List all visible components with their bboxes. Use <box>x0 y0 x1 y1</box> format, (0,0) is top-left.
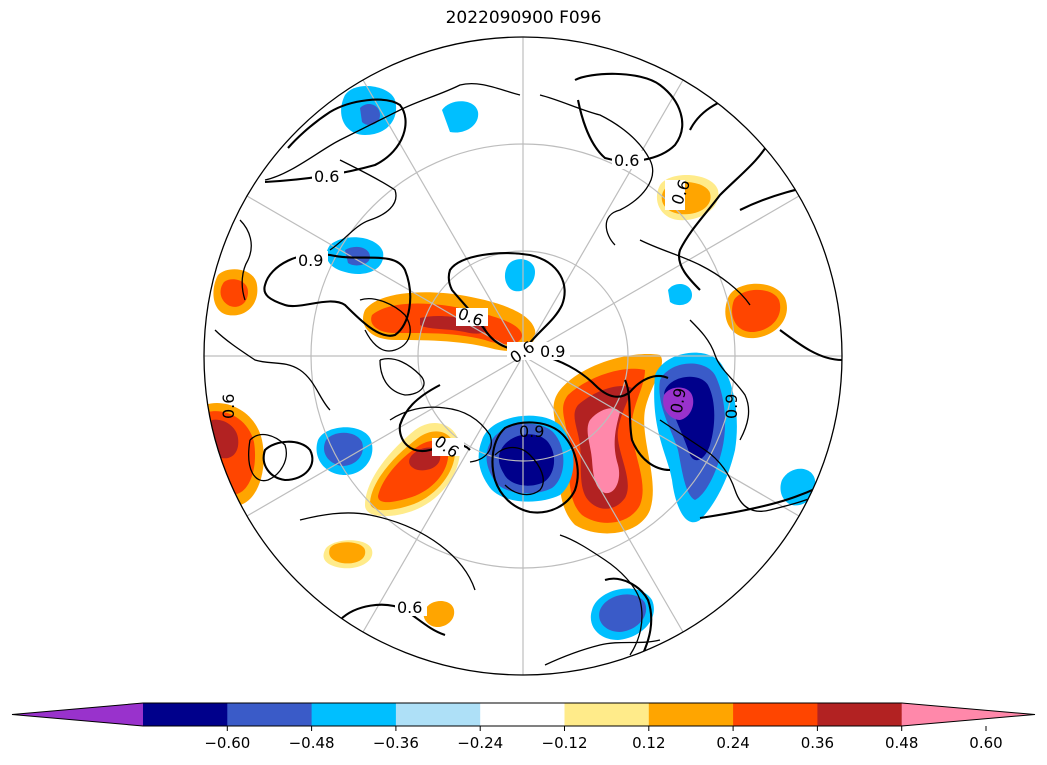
coastline <box>248 433 287 482</box>
anomaly-patch-negative <box>504 259 535 292</box>
colorbar-tick-label: −0.48 <box>289 734 335 752</box>
anomaly-patch-negative <box>663 387 694 420</box>
contour-line <box>263 253 412 337</box>
map-boundary <box>203 36 843 676</box>
coastline <box>689 319 750 441</box>
coastline <box>264 83 521 181</box>
coastline <box>329 159 397 251</box>
anomaly-patch-positive <box>587 408 620 494</box>
anomaly-patch-negative <box>442 101 479 133</box>
colorbar-extend-min <box>12 703 143 726</box>
coastline <box>494 446 544 496</box>
anomaly-patch-negative <box>668 283 692 306</box>
colorbar: −0.60 −0.48 −0.36 −0.24 −0.12 0.12 0.24 0.36 0.4… <box>11 702 1036 752</box>
contour-label: 0.6 <box>314 167 339 186</box>
contour-line <box>739 178 841 211</box>
coastline <box>639 239 751 306</box>
anomaly-patch-positive <box>732 289 781 333</box>
colorbar-bin <box>564 703 650 726</box>
contour-line <box>574 72 684 163</box>
anomaly-patch-negative <box>780 468 816 506</box>
coastline <box>539 94 654 246</box>
contour-line <box>779 329 842 362</box>
colorbar-tick-label: −0.36 <box>373 734 419 752</box>
coastline <box>379 358 425 396</box>
colorbar-tick-label: 0.12 <box>632 734 665 752</box>
colorbar-tick-label: −0.12 <box>542 734 588 752</box>
colorbar-bin <box>227 703 313 726</box>
anomaly-patch-negative <box>360 104 380 126</box>
contour-line <box>262 440 314 482</box>
coastline <box>214 329 331 411</box>
coastline <box>299 512 476 591</box>
plot-title: 2022090900 F096 <box>445 8 602 28</box>
contour-label: 0.9 <box>519 422 544 441</box>
colorbar-bin <box>817 703 903 726</box>
colorbar-bin <box>648 703 734 726</box>
anomaly-patch-negative <box>345 246 370 266</box>
coastlines <box>214 83 831 666</box>
contour-label: 0.9 <box>540 342 565 361</box>
contour-line <box>539 353 669 398</box>
colorbar-outline <box>11 702 1036 727</box>
contour-label: 0.9 <box>722 394 741 419</box>
colorbar-tick-label: 0.48 <box>885 734 918 752</box>
colorbar-bin <box>395 703 481 726</box>
coastline <box>559 534 643 656</box>
contour-line <box>624 379 671 472</box>
colorbar-bin <box>311 703 397 726</box>
colorbar-tick-label: 0.24 <box>716 734 749 752</box>
colorbar-tick-label: −0.24 <box>457 734 503 752</box>
contour-label: 0.6 <box>219 394 238 419</box>
colorbar-tick-label: 0.60 <box>969 734 1002 752</box>
colorbar-tick-label: 0.36 <box>801 734 834 752</box>
colorbar-bin <box>733 703 818 726</box>
contour-line <box>604 577 653 661</box>
contour-label: 0.9 <box>298 251 323 270</box>
coastline <box>389 406 492 463</box>
colorbar-bin <box>143 703 228 726</box>
contour-lines <box>262 72 842 661</box>
contour-label: 0.6 <box>397 598 422 617</box>
contour-line <box>491 421 579 514</box>
coastline <box>544 639 661 666</box>
contour-label: 0.6 <box>614 151 639 170</box>
coastline <box>359 298 411 352</box>
polar-map: 0.6 0.6 0.6 0.9 0.6 0.6 0.9 0.9 0.6 0.9 … <box>203 36 843 676</box>
anomaly-patch-positive <box>220 279 248 307</box>
colorbar-tick-label: −0.60 <box>204 734 250 752</box>
coastline <box>239 219 252 301</box>
contour-label: 0.9 <box>667 386 690 414</box>
colorbar-bin <box>480 703 565 726</box>
anomaly-patch-positive <box>423 601 455 628</box>
coastline <box>659 419 831 512</box>
anomaly-patch-positive <box>329 542 366 564</box>
anomaly-patch-negative <box>323 432 363 466</box>
anomaly-patch-negative <box>599 594 647 632</box>
colorbar-extend-max <box>901 703 1035 726</box>
